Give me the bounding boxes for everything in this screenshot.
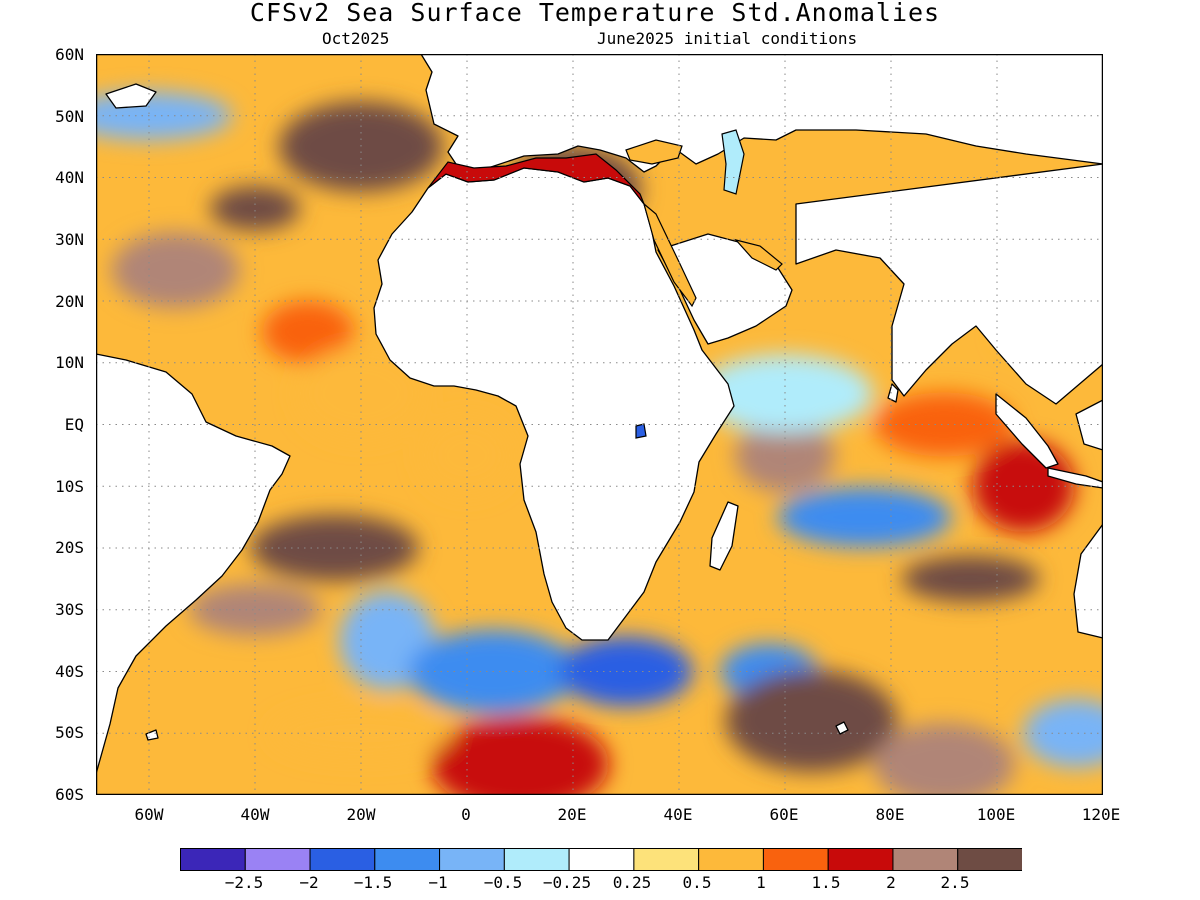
colorbar-swatch	[439, 848, 505, 871]
anomaly-region	[873, 723, 1015, 795]
colorbar-label-7: 0.5	[682, 873, 712, 892]
anomaly-region	[1023, 699, 1103, 768]
anomaly-region	[874, 392, 1014, 457]
lon-label-120e: 120E	[1081, 805, 1121, 824]
colorbar-label-3: −1	[428, 873, 448, 892]
anomaly-region	[210, 186, 300, 231]
anomaly-region	[111, 232, 240, 309]
lon-label-20w: 20W	[346, 805, 376, 824]
initial-conditions: June2025 initial conditions	[597, 29, 858, 48]
colorbar-label-6: 0.25	[612, 873, 652, 892]
lon-label-20e: 20E	[557, 805, 587, 824]
anomaly-region	[777, 487, 952, 548]
inland-seas	[427, 129, 783, 439]
colorbar-label-8: 1	[756, 873, 766, 892]
lat-label-eq: EQ	[64, 415, 84, 434]
colorbar-swatch	[892, 848, 959, 871]
land-kerguelen	[835, 721, 849, 735]
anomaly-region	[250, 515, 419, 581]
black-sea	[625, 139, 683, 165]
lat-label-50n: 50N	[55, 107, 84, 126]
lat-label-40n: 40N	[55, 168, 84, 187]
lon-label-80e: 80E	[875, 805, 905, 824]
colorbar-label-4: −0.5	[483, 873, 523, 892]
colorbar-label-0: −2.5	[224, 873, 264, 892]
lon-label-100e: 100E	[976, 805, 1016, 824]
land-iceland	[105, 83, 157, 109]
anomaly-region	[725, 669, 898, 772]
colorbar-label-1: −2	[299, 873, 319, 892]
anomaly-region	[279, 101, 443, 192]
anomaly-region	[559, 636, 693, 707]
colorbar-swatch	[957, 848, 1022, 871]
colorbar-swatch	[698, 848, 764, 871]
anomaly-region	[431, 716, 609, 795]
land-sumatra	[995, 393, 1059, 469]
map-frame	[96, 54, 1103, 795]
lon-label-60w: 60W	[134, 805, 164, 824]
lat-label-30n: 30N	[55, 230, 84, 249]
anomaly-region	[271, 706, 451, 761]
lon-label-60e: 60E	[769, 805, 799, 824]
land-madagascar	[709, 501, 739, 571]
anomaly-region	[189, 583, 321, 636]
land-south-america	[96, 353, 291, 775]
anomaly-region	[901, 555, 1040, 602]
colorbar-swatch	[503, 848, 570, 871]
lat-label-60n: 60N	[55, 45, 84, 64]
anomaly-region	[296, 346, 426, 441]
colorbar-label-10: 2	[886, 873, 896, 892]
lat-label-20n: 20N	[55, 292, 84, 311]
lat-label-10n: 10N	[55, 353, 84, 372]
lat-label-40s: 40S	[55, 662, 84, 681]
lat-label-30s: 30S	[55, 600, 84, 619]
lon-label-40w: 40W	[240, 805, 270, 824]
land-south-asia	[795, 163, 1103, 405]
colorbar-swatch	[309, 848, 376, 871]
colorbar-label-11: 2.5	[940, 873, 970, 892]
colorbar-swatch	[633, 848, 700, 871]
colorbar-swatch	[762, 848, 829, 871]
chart-title: CFSv2 Sea Surface Temperature Std.Anomal…	[249, 0, 941, 27]
lat-label-20s: 20S	[55, 538, 84, 557]
colorbar-label-2: −1.5	[353, 873, 393, 892]
anomaly-region	[262, 300, 354, 363]
lon-label-0: 0	[461, 805, 471, 824]
sst-anomaly-map	[96, 54, 1103, 795]
anomaly-region	[735, 418, 835, 493]
colorbar-swatch	[180, 848, 246, 871]
land-australia	[1073, 523, 1103, 639]
land-borneo	[1075, 399, 1103, 451]
forecast-month: Oct2025	[322, 29, 390, 48]
colorbar-swatch	[827, 848, 894, 871]
graticule	[96, 54, 1103, 795]
persian-gulf	[734, 238, 783, 271]
land-sri-lanka	[887, 383, 899, 403]
colorbar	[180, 848, 1022, 871]
anomaly-region	[697, 354, 873, 433]
lake-victoria	[635, 423, 647, 439]
colorbar-swatch	[244, 848, 311, 871]
lon-label-40e: 40E	[663, 805, 693, 824]
lat-label-50s: 50S	[55, 723, 84, 742]
land-masses	[96, 54, 1103, 775]
colorbar-label-9: 1.5	[811, 873, 841, 892]
land-java	[1047, 467, 1103, 489]
anomaly-region	[420, 415, 514, 496]
lat-label-10s: 10S	[55, 477, 84, 496]
colorbar-swatch	[374, 848, 441, 871]
colorbar-label-5: −0.25	[542, 873, 592, 892]
land-europe	[420, 54, 1103, 177]
lat-label-60s: 60S	[55, 785, 84, 804]
colorbar-swatch	[568, 848, 635, 871]
red-sea	[642, 202, 697, 308]
